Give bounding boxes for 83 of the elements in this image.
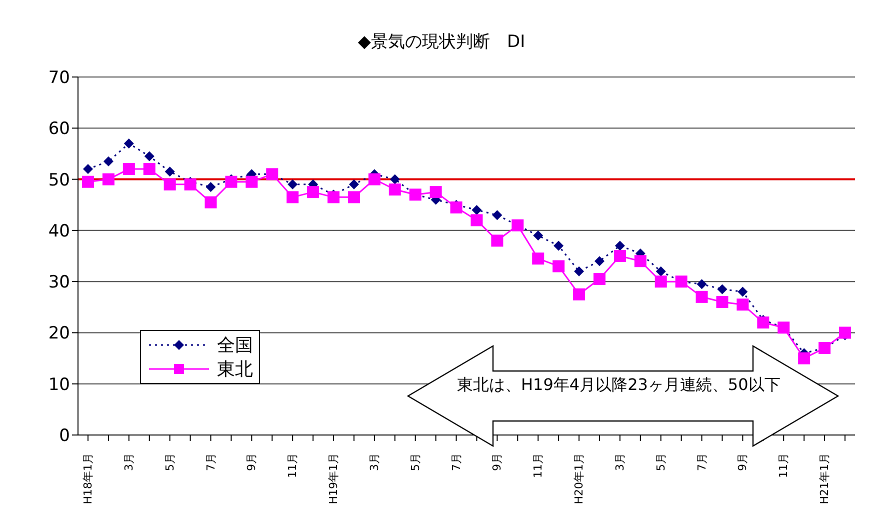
y-tick-label: 10 (48, 374, 70, 395)
point (738, 286, 748, 297)
x-tick-label: 9月 (490, 453, 504, 471)
point (204, 196, 217, 208)
x-tick-label: 3月 (613, 453, 626, 471)
point (470, 214, 483, 226)
point (348, 191, 360, 204)
point (839, 326, 851, 339)
point (634, 255, 646, 268)
point (124, 138, 134, 148)
point (594, 256, 604, 266)
x-tick-label: 7月 (204, 453, 218, 471)
point (654, 276, 667, 288)
x-tick-label: 9月 (245, 453, 258, 471)
x-tick-label: 5月 (654, 453, 668, 471)
x-tick-label: 3月 (122, 453, 136, 471)
x-tick-label: H21年1月 (818, 453, 832, 504)
point (286, 191, 299, 204)
point (144, 151, 154, 162)
x-tick-label: 7月 (695, 453, 708, 471)
point (83, 164, 93, 174)
x-tick-label: 5月 (163, 453, 176, 471)
point (491, 234, 504, 247)
y-tick-label: 60 (48, 119, 70, 140)
point (102, 173, 114, 186)
y-tick-label: 50 (48, 170, 70, 190)
x-tick-label: H19年1月 (327, 453, 340, 504)
point (307, 186, 320, 198)
point (450, 201, 462, 214)
point (717, 284, 728, 294)
y-tick-label: 20 (48, 324, 70, 344)
point (614, 250, 626, 262)
point (328, 191, 340, 204)
point (82, 176, 94, 188)
point (388, 184, 401, 196)
point (736, 298, 749, 311)
point (430, 186, 442, 198)
point (143, 163, 156, 176)
y-tick-label: 30 (48, 272, 70, 293)
point (246, 176, 258, 188)
point (164, 166, 175, 177)
point (696, 279, 707, 290)
x-tick-label: H18年1月 (82, 453, 94, 504)
point (164, 178, 176, 190)
point (533, 230, 544, 241)
point (656, 266, 666, 276)
point (390, 174, 400, 184)
point (532, 252, 544, 265)
point (472, 204, 482, 215)
x-tick-label: 9月 (736, 453, 750, 471)
point (614, 240, 625, 251)
point (798, 352, 810, 364)
point (225, 176, 238, 188)
point (552, 260, 565, 272)
x-tick-label: H20年1月 (572, 453, 586, 504)
x-tick-label: 3月 (368, 453, 381, 471)
x-tick-label: 7月 (450, 453, 463, 471)
annotation: 東北は、H19年4月以降23ヶ月連続、50以下 (457, 374, 782, 395)
point (206, 182, 216, 192)
x-tick-label: 11月 (532, 453, 545, 478)
point (593, 273, 606, 286)
point (757, 316, 770, 328)
point (288, 179, 298, 190)
point (184, 178, 196, 190)
point (573, 288, 586, 300)
point (122, 163, 135, 176)
point (696, 290, 708, 303)
legend-label: 全国 (217, 334, 253, 357)
y-tick-label: 40 (48, 221, 70, 242)
x-tick-label: 11月 (286, 453, 300, 478)
y-tick-label: 70 (48, 68, 70, 88)
x-tick-label: 11月 (777, 453, 790, 478)
x-tick-label: 5月 (408, 453, 422, 471)
point (492, 210, 502, 220)
legend-label: 東北 (217, 358, 253, 381)
point (368, 173, 380, 186)
point (716, 296, 728, 308)
point (103, 156, 114, 166)
point (554, 240, 564, 251)
point (574, 266, 584, 276)
point (348, 179, 359, 190)
y-tick-label: 0 (59, 426, 70, 446)
chart-title: ◆景気の現状判断 DI (356, 31, 526, 53)
